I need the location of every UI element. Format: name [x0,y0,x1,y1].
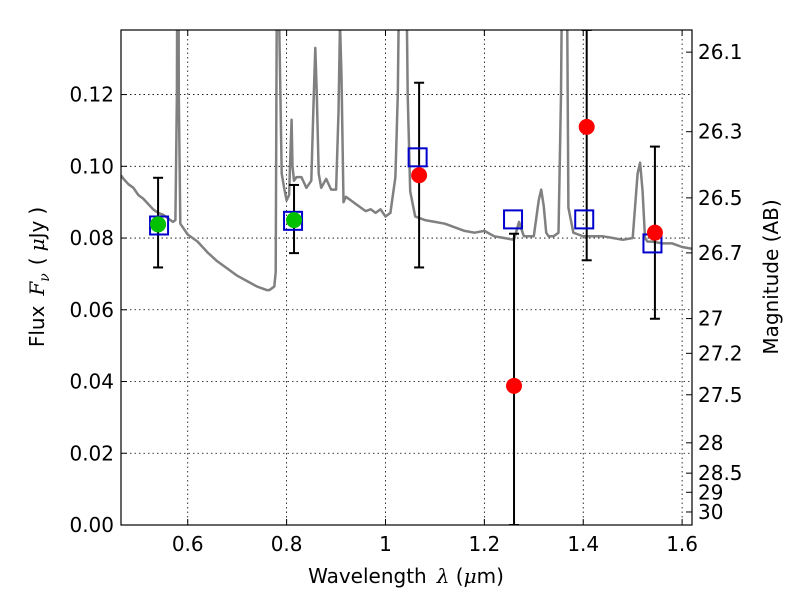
model-square-marker [407,147,428,168]
y2-tick-label: 26.5 [698,186,743,210]
y-tick-label: 0.04 [69,370,114,394]
y-axis-label-unit-rest: Jy [25,220,49,240]
y-tick-label: 0.10 [69,154,114,178]
x-axis-label-unit-open: ( [449,564,463,588]
grid-lines [121,30,692,525]
observed-point-marker [286,212,303,229]
model-square-marker [503,209,524,230]
y-tick-label: 0.02 [69,441,114,465]
x-tick-label: 1 [379,532,392,556]
y-axis-label: Flux Fν ( μJy) [25,207,53,347]
x-tick-label: 1.2 [468,532,500,556]
x-axis-label-unit-mu: μ [464,564,477,588]
x-tick-label: 0.8 [271,532,303,556]
y2-tick-label: 26.3 [698,120,743,144]
y2-axis-label: Magnitude (AB) [759,199,783,354]
y-axis-label-unit-mu: μ [25,238,49,251]
y-tick-label: 0.00 [69,513,114,537]
y2-tick-label: 26.7 [698,241,743,265]
x-axis-label-word: Wavelength [308,564,427,588]
y2-tick-label: 29 [698,480,723,504]
y-tick-label: 0.06 [69,298,114,322]
x-axis-label: Wavelength λ (μm) [308,564,504,588]
y-axis-label-subscript: ν [37,273,53,282]
x-axis-label-symbol: λ [436,564,450,588]
y2-tick-label: 27.2 [698,341,743,365]
y-tick-label: 0.08 [69,226,114,250]
plot-frame [120,29,693,526]
y2-tick-label: 30 [698,500,723,524]
y2-tick-label: 27 [698,307,723,331]
observed-point-marker [578,118,595,135]
x-tick-label: 0.6 [172,532,204,556]
y-axis-label-symbol: F [25,281,49,297]
y-tick-label: 0.12 [69,83,114,107]
model-square-marker [574,209,595,230]
observed-point-marker [150,216,167,233]
x-tick-label: 1.6 [666,532,698,556]
model-square-marker [283,210,304,231]
x-tick-label: 1.4 [567,532,599,556]
y-axis-label-unit-open: ( [25,257,49,265]
observed-point-marker [411,167,428,184]
y2-tick-label: 28 [698,431,723,455]
spectrum-line [121,30,692,292]
y2-tick-label: 28.5 [698,461,743,485]
y-axis-label-unit-close: ) [25,207,49,215]
axis-ticks: 0.6 0.8 1 1.2 1.4 1.6 0.00 0.02 0.04 0.06 0.08 0.10… [69,30,743,556]
observed-point-marker [646,224,663,241]
marker-layer [149,118,663,394]
observed-point-marker [506,377,523,394]
y-axis-label-word: Flux [25,305,49,347]
y2-tick-label: 26.1 [698,40,743,64]
spectrum-layer [121,30,692,292]
x-axis-label-unit-rest: m) [477,564,504,588]
y2-tick-label: 27.5 [698,383,743,407]
